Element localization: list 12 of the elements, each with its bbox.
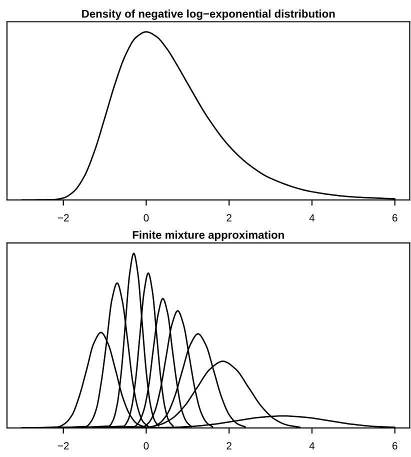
x-tick-label: −2 <box>58 442 69 450</box>
chart-title: Density of negative log−exponential distribution <box>82 10 335 20</box>
x-tick-label: 4 <box>309 214 315 222</box>
x-tick-label: 0 <box>144 442 149 450</box>
x-tick-label: 2 <box>226 214 232 222</box>
x-tick-label: 2 <box>226 442 232 450</box>
chart-title: Finite mixture approximation <box>132 230 284 242</box>
x-tick-label: −2 <box>58 214 69 222</box>
x-tick-label: 6 <box>392 442 398 450</box>
x-tick-label: 0 <box>144 214 149 222</box>
x-tick-label: 4 <box>309 442 315 450</box>
x-tick-label: 6 <box>392 214 398 222</box>
